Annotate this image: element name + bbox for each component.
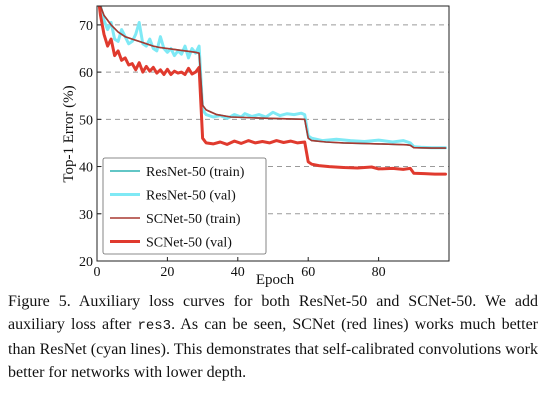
y-tick-label-20: 20 [79, 255, 93, 270]
legend-label-3: SCNet-50 (val) [146, 236, 232, 251]
legend-label-0: ResNet-50 (train) [146, 165, 245, 180]
y-tick-label-50: 50 [79, 113, 93, 128]
x-tick-label-60: 60 [301, 265, 315, 280]
x-axis-label: Epoch [256, 272, 295, 288]
series-line-2 [99, 6, 447, 149]
legend: ResNet-50 (train) ResNet-50 (val) SCNet-50… [102, 157, 267, 255]
x-tick-label-20: 20 [160, 265, 174, 280]
x-tick-label-80: 80 [372, 265, 386, 280]
series-line-1 [98, 6, 447, 150]
series-layer [97, 6, 447, 176]
plot-frame [96, 5, 450, 262]
legend-label-2: SCNet-50 (train) [146, 212, 241, 227]
figure-caption: Figure 5. Auxiliary loss curves for both… [8, 290, 538, 384]
y-axis-label: Top-1 Error (%) [61, 85, 77, 182]
y-tick-label-30: 30 [79, 208, 93, 223]
series-line-0 [99, 6, 447, 149]
legend-label-1: ResNet-50 (val) [146, 189, 236, 204]
y-tick-label-60: 60 [79, 66, 93, 81]
caption-text-2: . As can be seen, SCNet (red lines) work… [8, 316, 538, 381]
legend-box [102, 157, 267, 255]
x-tick-label-40: 40 [231, 265, 245, 280]
caption-text-1: Figure 5. Auxiliary loss curves for both… [8, 293, 538, 333]
x-tick-label-0: 0 [94, 265, 101, 280]
y-tick-label-40: 40 [79, 161, 93, 176]
series-line-3 [97, 6, 447, 176]
y-tick-label-70: 70 [79, 19, 93, 34]
caption-code: res3 [137, 318, 172, 334]
